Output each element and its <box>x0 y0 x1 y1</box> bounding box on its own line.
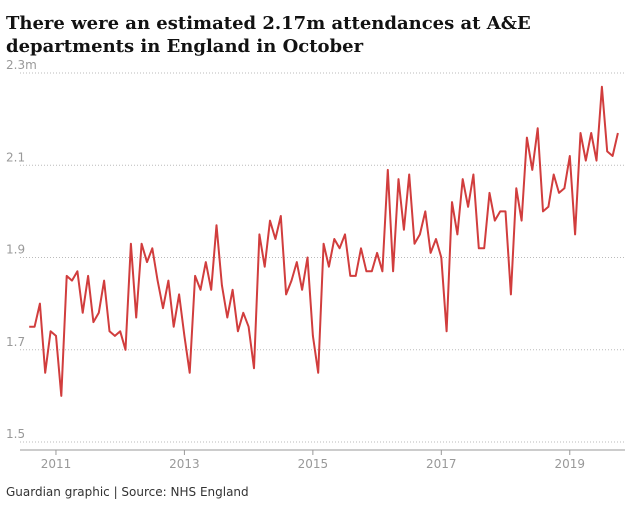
source: Guardian graphic | Source: NHS England <box>6 485 249 499</box>
y-tick-label: 1.7 <box>6 335 25 349</box>
chart-title: There were an estimated 2.17m attendance… <box>6 13 531 57</box>
x-tick-label: 2011 <box>41 457 72 471</box>
y-tick-label: 1.5 <box>6 427 25 441</box>
x-tick-label: 2019 <box>554 457 585 471</box>
data-line <box>29 85 619 397</box>
x-tick-label: 2013 <box>169 457 200 471</box>
y-tick-label: 1.9 <box>6 243 25 257</box>
x-tick-label: 2017 <box>426 457 457 471</box>
y-tick-label: 2.3m <box>6 58 37 72</box>
x-tick-label: 2015 <box>298 457 329 471</box>
y-tick-label: 2.1 <box>6 150 25 164</box>
